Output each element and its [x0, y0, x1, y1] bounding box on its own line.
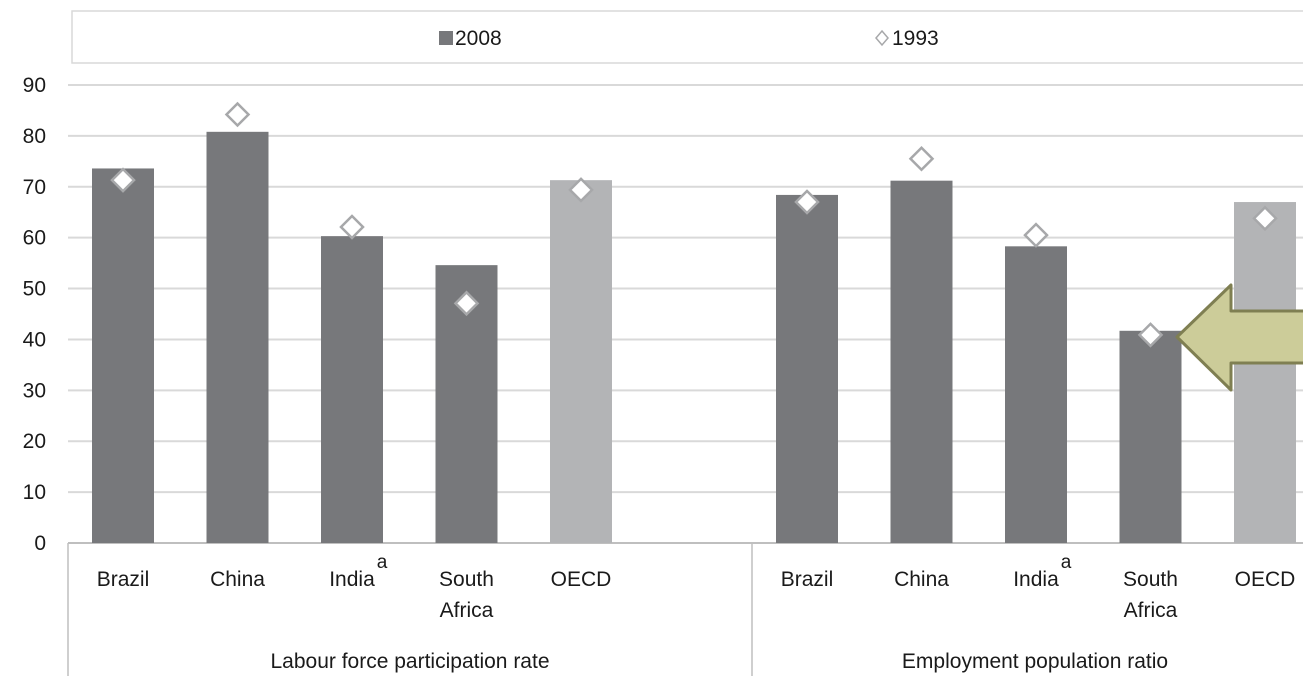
y-tick-label: 60 [23, 227, 46, 250]
category-label: South [1123, 568, 1178, 591]
bar-2008 [776, 194, 838, 544]
marker-1993 [1252, 205, 1278, 232]
y-tick-label: 10 [23, 481, 46, 504]
category-label: China [210, 568, 265, 591]
y-tick-label: 90 [23, 74, 46, 97]
marker-1993 [453, 290, 480, 317]
marker-1993 [568, 177, 594, 203]
y-tick-label: 40 [23, 328, 46, 351]
y-tick-label: 80 [23, 125, 46, 148]
category-label: India [329, 568, 375, 591]
marker-1993 [908, 146, 935, 172]
legend: 2008 1993 [71, 10, 1303, 64]
category-superscript: a [1061, 552, 1072, 573]
category-label: India [1013, 568, 1059, 591]
y-tick-label: 70 [23, 176, 46, 199]
category-label: Brazil [781, 568, 834, 591]
gridlines [68, 84, 1303, 544]
bar-2008 [92, 168, 154, 544]
y-axis: 0 10 20 30 40 50 60 70 80 90 [23, 74, 46, 555]
category-label: Africa [1124, 599, 1178, 622]
category-superscript: a [377, 552, 388, 573]
y-tick-label: 20 [23, 430, 46, 453]
bar-2008 [890, 180, 953, 543]
y-tick-label: 50 [23, 278, 46, 301]
category-label: OECD [551, 568, 612, 591]
bars [92, 131, 1296, 544]
category-label: OECD [1235, 568, 1296, 591]
bar-2008 [1119, 330, 1182, 543]
marker-1993 [110, 167, 136, 193]
y-tick-label: 0 [34, 532, 46, 555]
legend-label-2008: 2008 [455, 27, 502, 50]
bar-2008 [1005, 246, 1067, 543]
legend-box [71, 10, 1303, 64]
marker-1993 [1137, 322, 1164, 348]
category-label: China [894, 568, 949, 591]
marker-1993 [794, 189, 820, 215]
marker-1993 [1023, 222, 1049, 248]
legend-label-1993: 1993 [892, 27, 939, 50]
bar-2008 [1234, 202, 1296, 544]
group-label-employment: Employment population ratio [902, 650, 1168, 673]
bar-2008 [206, 131, 269, 543]
group-label-participation: Labour force participation rate [271, 650, 550, 673]
markers-1993 [110, 101, 1278, 348]
category-label: Africa [440, 599, 494, 622]
category-label: South [439, 568, 494, 591]
arrow-icon [1175, 283, 1303, 392]
legend-marker-1993 [875, 29, 889, 47]
marker-1993 [339, 214, 365, 240]
legend-swatch-2008 [439, 31, 453, 45]
annotation [1175, 283, 1303, 392]
y-tick-label: 30 [23, 379, 46, 402]
bar-2008 [550, 180, 612, 543]
category-label: Brazil [97, 568, 150, 591]
bar-2008 [321, 236, 383, 543]
marker-1993 [224, 101, 251, 128]
